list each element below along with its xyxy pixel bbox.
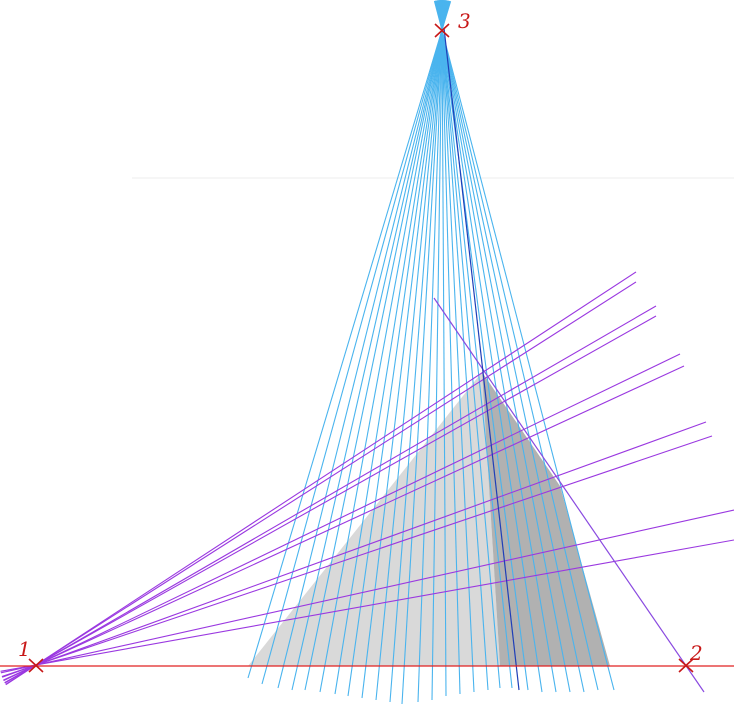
vp1-ray-3 bbox=[4, 305, 657, 684]
vp3-ray-2 bbox=[261, 0, 451, 685]
vp3-ray-19 bbox=[438, 0, 501, 689]
vp3-ray-15 bbox=[441, 0, 447, 697]
vp2-ray-line bbox=[433, 297, 705, 693]
vp3-ray-25 bbox=[435, 0, 585, 693]
vanishing-point-2: 2 bbox=[678, 641, 703, 673]
vp2-cross-marker bbox=[678, 658, 694, 673]
vp1-ray-8 bbox=[1, 435, 713, 678]
vanishing-point-1: 1 bbox=[18, 637, 44, 673]
vp3-ray-24 bbox=[435, 0, 571, 693]
vp3-ray-23 bbox=[436, 0, 557, 693]
vp2-label: 2 bbox=[689, 641, 703, 665]
vanishing-point-3: 3 bbox=[434, 9, 471, 38]
vp3-ray-6 bbox=[319, 0, 448, 693]
vp3-ray-1 bbox=[247, 1, 452, 679]
vp3-ray-18 bbox=[439, 0, 489, 691]
vp3-ray-8 bbox=[347, 0, 447, 697]
vp3-ray-4 bbox=[291, 0, 450, 691]
vp1-ray-4 bbox=[4, 315, 657, 684]
vp3-ray-group bbox=[247, 0, 615, 705]
vp3-ray-13 bbox=[417, 0, 444, 703]
vp1-ray-5 bbox=[3, 353, 681, 682]
vp1-ray-group bbox=[0, 271, 734, 686]
vp1-ray-9 bbox=[0, 509, 734, 674]
vp3-ray-11 bbox=[389, 0, 445, 703]
prism-vertical-edge-line bbox=[443, 27, 520, 691]
vp3-ray-22 bbox=[436, 0, 543, 693]
vp1-ray-1 bbox=[5, 271, 637, 686]
vp3-ray-16 bbox=[440, 0, 461, 695]
vp3-cross-marker bbox=[434, 23, 450, 38]
vp3-ray-5 bbox=[304, 0, 449, 691]
vp1-ray-6 bbox=[3, 365, 685, 681]
vp3-ray-17 bbox=[440, 0, 475, 693]
vp1-cross-marker bbox=[28, 658, 44, 673]
vp1-ray-10 bbox=[0, 539, 734, 672]
vp3-ray-12 bbox=[401, 0, 445, 705]
prism-front-face bbox=[248, 372, 500, 666]
prism-side-face bbox=[482, 372, 610, 666]
vp3-ray-10 bbox=[375, 0, 446, 701]
vp3-ray-9 bbox=[361, 0, 447, 699]
vp3-ray-20 bbox=[438, 0, 513, 689]
vp3-ray-21 bbox=[437, 0, 529, 691]
vp1-ray-7 bbox=[1, 421, 707, 678]
vp3-ray-26 bbox=[434, 0, 599, 691]
vp3-ray-14 bbox=[431, 0, 443, 701]
vp1-ray-2 bbox=[5, 281, 637, 685]
vp1-label: 1 bbox=[18, 637, 31, 661]
vp3-ray-7 bbox=[334, 0, 448, 695]
vp3-label: 3 bbox=[458, 9, 471, 33]
